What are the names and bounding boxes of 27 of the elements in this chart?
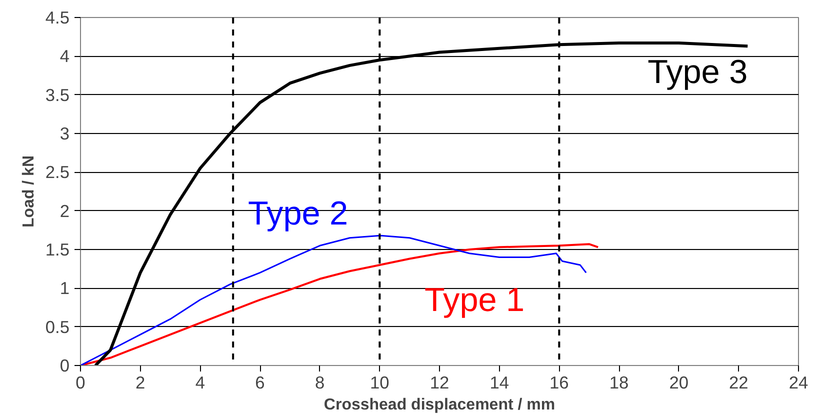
y-tick-label: 2.5	[45, 162, 70, 182]
y-tick-label: 4.5	[45, 8, 70, 28]
x-tick-label: 8	[315, 372, 325, 392]
x-tick-label: 0	[76, 372, 86, 392]
y-tick-label: 2	[60, 200, 70, 221]
x-tick-label: 24	[788, 372, 808, 392]
y-tick-label: 1	[60, 278, 70, 298]
x-axis-title: Crosshead displacement / mm	[324, 396, 556, 414]
y-tick-label: 1.5	[45, 240, 70, 260]
x-tick-label: 18	[609, 372, 629, 392]
x-tick-label: 10	[370, 372, 390, 392]
x-tick-label: 22	[729, 372, 748, 392]
y-tick-label: 3.5	[45, 84, 70, 105]
series-label: Type 3	[648, 54, 748, 91]
x-tick-label: 4	[195, 372, 206, 392]
y-tick-label: 3	[60, 124, 70, 144]
x-tick-label: 16	[550, 372, 569, 392]
x-tick-label: 6	[255, 372, 265, 392]
x-tick-label: 14	[490, 372, 510, 392]
y-tick-label: 0	[60, 356, 70, 376]
y-axis-title: Load / kN	[20, 155, 38, 228]
x-tick-label: 20	[669, 372, 688, 392]
y-tick-label: 0.5	[45, 316, 70, 337]
x-tick-label: 12	[430, 372, 450, 392]
series-label: Type 1	[424, 282, 525, 320]
x-tick-label: 2	[136, 372, 146, 392]
y-tick-label: 4	[60, 46, 70, 66]
